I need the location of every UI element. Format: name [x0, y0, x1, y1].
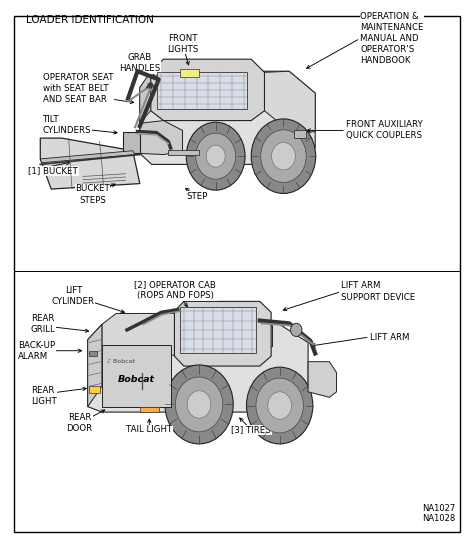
Circle shape	[261, 130, 306, 182]
Text: GRAB
HANDLES: GRAB HANDLES	[119, 53, 161, 73]
Circle shape	[272, 142, 295, 170]
Polygon shape	[140, 71, 315, 164]
Circle shape	[186, 122, 245, 190]
Polygon shape	[308, 362, 337, 397]
Text: FRONT AUXILIARY
QUICK COUPLERS: FRONT AUXILIARY QUICK COUPLERS	[346, 121, 423, 140]
Text: LIFT
CYLINDER: LIFT CYLINDER	[52, 286, 95, 306]
Text: REAR
DOOR: REAR DOOR	[66, 413, 93, 433]
Polygon shape	[264, 71, 315, 134]
Circle shape	[291, 323, 302, 336]
Text: LOADER IDENTIFICATION: LOADER IDENTIFICATION	[26, 15, 154, 25]
Text: TILT
CYLINDERS: TILT CYLINDERS	[43, 115, 91, 135]
Text: TAIL LIGHT: TAIL LIGHT	[126, 425, 173, 434]
Text: LIFT ARM: LIFT ARM	[370, 333, 409, 341]
Polygon shape	[140, 71, 151, 123]
Circle shape	[187, 391, 211, 418]
Text: [3] TIRES: [3] TIRES	[231, 425, 271, 434]
Text: NA1027
NA1028: NA1027 NA1028	[422, 504, 455, 523]
Circle shape	[206, 145, 225, 167]
Text: BACK-UP
ALARM: BACK-UP ALARM	[18, 341, 55, 361]
Polygon shape	[168, 150, 199, 155]
Polygon shape	[180, 307, 256, 353]
Text: [2] OPERATOR CAB
(ROPS AND FOPS): [2] OPERATOR CAB (ROPS AND FOPS)	[135, 281, 216, 300]
Text: [1] BUCKET: [1] BUCKET	[28, 167, 78, 175]
Circle shape	[268, 392, 292, 419]
Text: REAR
LIGHT: REAR LIGHT	[31, 386, 56, 406]
Text: REAR
GRILL: REAR GRILL	[31, 315, 55, 334]
Polygon shape	[102, 345, 171, 407]
Text: BUCKET
STEPS: BUCKET STEPS	[75, 185, 110, 204]
Polygon shape	[140, 121, 182, 155]
Circle shape	[251, 119, 316, 193]
Polygon shape	[180, 68, 199, 77]
Polygon shape	[40, 151, 135, 163]
Polygon shape	[151, 59, 264, 121]
Text: Bobcat: Bobcat	[118, 375, 155, 384]
Circle shape	[256, 378, 303, 433]
Text: FRONT
LIGHTS: FRONT LIGHTS	[167, 34, 198, 54]
Polygon shape	[102, 313, 273, 355]
Circle shape	[165, 365, 233, 444]
Text: LIFT ARM
SUPPORT DEVICE: LIFT ARM SUPPORT DEVICE	[341, 282, 416, 301]
Text: OPERATION &
MAINTENANCE
MANUAL AND
OPERATOR'S
HANDBOOK: OPERATION & MAINTENANCE MANUAL AND OPERA…	[360, 12, 424, 65]
Circle shape	[196, 133, 236, 179]
Polygon shape	[123, 132, 140, 153]
Polygon shape	[88, 324, 102, 407]
Polygon shape	[174, 301, 271, 366]
Polygon shape	[140, 407, 159, 412]
Polygon shape	[40, 138, 140, 189]
Text: STEP: STEP	[186, 192, 208, 201]
Circle shape	[246, 367, 313, 444]
Polygon shape	[89, 386, 100, 393]
Text: OPERATOR SEAT
with SEAT BELT
AND SEAT BAR: OPERATOR SEAT with SEAT BELT AND SEAT BA…	[43, 73, 113, 104]
Circle shape	[175, 377, 223, 432]
Polygon shape	[89, 351, 97, 356]
Polygon shape	[294, 130, 306, 138]
Text: ♪ Bobcat: ♪ Bobcat	[107, 359, 135, 364]
Polygon shape	[157, 72, 247, 109]
Polygon shape	[88, 324, 308, 412]
